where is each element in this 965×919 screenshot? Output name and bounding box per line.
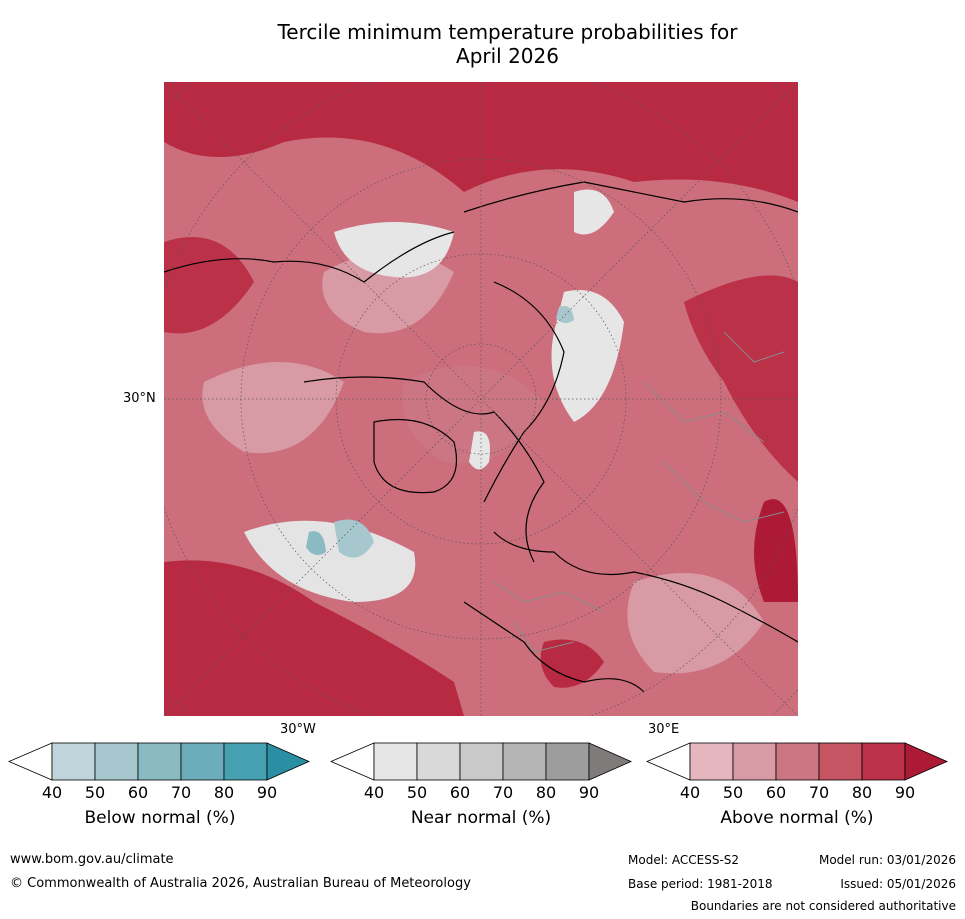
near-normal-region [469,431,490,470]
near-normal-region [574,189,614,235]
cbar-swatch [904,742,948,781]
lat-label-30n: 30°N [123,391,156,406]
above-region [754,499,798,602]
cbar-swatch [94,742,139,781]
copyright-text: © Commonwealth of Australia 2026, Austra… [10,876,471,891]
cbar-tick: 50 [406,783,428,802]
cbar-swatch [818,742,863,781]
near-normal-region [334,222,454,278]
lon-label-30e: 30°E [648,722,680,737]
colorbar-near-normal [329,742,632,781]
model-text: Model: ACCESS-S2 [628,853,740,867]
cbar-swatch [545,742,590,781]
cbar-swatch [373,742,418,781]
cbar-swatch [416,742,461,781]
below-normal-region [334,519,374,558]
cbar-swatch [329,742,375,781]
cbar-swatch [223,742,268,781]
cbar-swatch [689,742,734,781]
cbar-tick: 90 [256,783,278,802]
colorbar-title-near: Near normal (%) [410,808,552,828]
cbar-swatch [266,742,310,781]
map-title: Tercile minimum temperature probabilitie… [0,20,965,68]
probability-map[interactable] [164,82,798,716]
above-region [164,560,464,716]
cbar-tick: 70 [170,783,192,802]
cbar-swatch [459,742,504,781]
above-region [164,237,254,334]
cbar-tick: 40 [679,783,701,802]
graticule [164,82,798,716]
above-region [684,275,798,482]
cbar-swatch [502,742,547,781]
cbar-swatch [137,742,182,781]
lon-label-30w: 30°W [280,722,316,737]
map-title-line1: Tercile minimum temperature probabilitie… [277,20,738,44]
disclaimer-text: Boundaries are not considered authoritat… [690,899,956,913]
cbar-swatch [180,742,225,781]
coastlines [164,181,798,693]
cbar-tick: 60 [127,783,149,802]
issued-text: Issued: 05/01/2026 [840,877,956,891]
moderate-region [202,362,344,454]
colorbar-below-normal [7,742,310,781]
cbar-tick: 70 [492,783,514,802]
cbar-tick: 90 [894,783,916,802]
cbar-swatch [861,742,906,781]
cbar-tick: 60 [765,783,787,802]
cbar-swatch [732,742,777,781]
cbar-tick: 60 [449,783,471,802]
cbar-tick: 90 [578,783,600,802]
cbar-swatch [7,742,53,781]
near-normal-region [551,290,624,422]
cbar-tick: 80 [851,783,873,802]
cbar-swatch [588,742,632,781]
cbar-tick: 80 [213,783,235,802]
website-link[interactable]: www.bom.gov.au/climate [10,852,174,867]
cbar-tick: 40 [41,783,63,802]
above-region [540,639,604,688]
model-run-text: Model run: 03/01/2026 [818,853,956,867]
cbar-tick: 50 [84,783,106,802]
map-canvas [164,82,798,716]
cbar-swatch [51,742,96,781]
colorbar-above-normal [645,742,948,781]
cbar-tick: 70 [808,783,830,802]
moderate-region [402,366,544,464]
below-normal-region [556,305,574,324]
cbar-swatch [645,742,691,781]
below-normal-region [306,531,326,556]
colorbar-title-above: Above normal (%) [720,808,874,828]
base-period-text: Base period: 1981-2018 [628,877,773,891]
colorbar-near-svg [329,742,632,781]
colorbar-above-svg [645,742,948,781]
cbar-tick: 50 [722,783,744,802]
colorbar-below-svg [7,742,310,781]
cbar-swatch [775,742,820,781]
colorbar-title-below: Below normal (%) [84,808,236,828]
map-title-line2: April 2026 [456,44,559,68]
cbar-tick: 80 [535,783,557,802]
country-borders [493,331,785,653]
cbar-tick: 40 [363,783,385,802]
